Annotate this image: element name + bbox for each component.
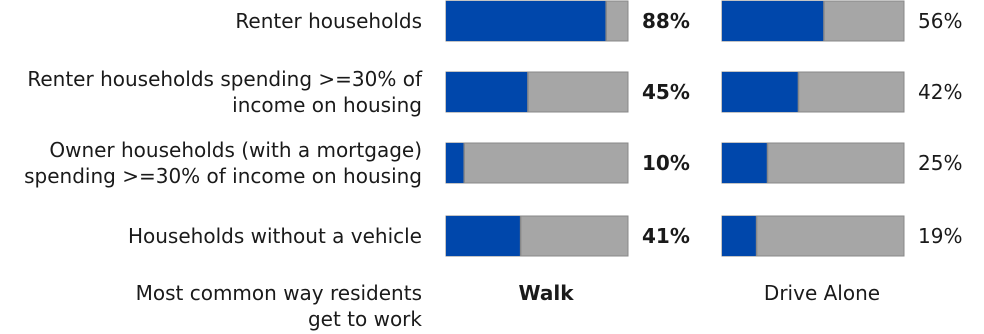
footer-label-line-1: Most common way residents	[136, 281, 422, 305]
series-name-1: Walk	[519, 281, 575, 305]
footer-label-line-2: get to work	[308, 307, 422, 331]
value-label-1-4: 41%	[642, 224, 690, 248]
category-label-1-line-1: Renter households	[235, 9, 422, 33]
value-label-2-1: 56%	[918, 9, 962, 33]
bar-fill-2-2	[722, 72, 799, 112]
category-label-4-line-1: Households without a vehicle	[128, 224, 422, 248]
category-label-3-line-2: spending >=30% of income on housing	[24, 164, 422, 188]
bar-fill-1-2	[446, 72, 528, 112]
bar-fill-2-4	[722, 216, 757, 256]
series-name-2: Drive Alone	[764, 281, 880, 305]
value-label-2-4: 19%	[918, 224, 962, 248]
value-label-1-2: 45%	[642, 80, 690, 104]
value-label-1-3: 10%	[642, 151, 690, 175]
category-label-3-line-1: Owner households (with a mortgage)	[49, 138, 422, 162]
bar-fill-1-3	[446, 143, 465, 183]
value-label-2-3: 25%	[918, 151, 962, 175]
bar-fill-1-1	[446, 1, 607, 41]
bar-track-1-3	[445, 142, 629, 184]
bar-fill-1-4	[446, 216, 521, 256]
category-label-2-line-2: income on housing	[232, 93, 422, 117]
bar-fill-2-3	[722, 143, 768, 183]
category-label-2-line-1: Renter households spending >=30% of	[27, 67, 423, 91]
value-label-1-1: 88%	[642, 9, 690, 33]
value-label-2-2: 42%	[918, 80, 962, 104]
bar-fill-2-1	[722, 1, 824, 41]
